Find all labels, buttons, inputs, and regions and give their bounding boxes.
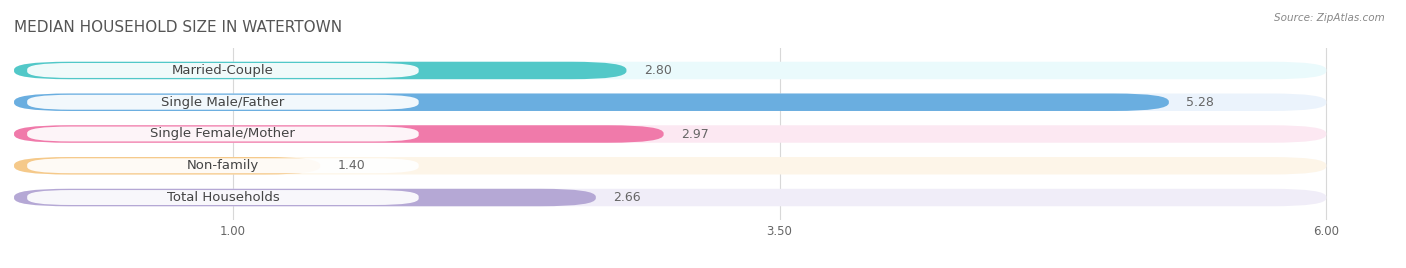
Text: 5.28: 5.28 bbox=[1187, 96, 1215, 109]
Text: 2.80: 2.80 bbox=[644, 64, 672, 77]
Text: Source: ZipAtlas.com: Source: ZipAtlas.com bbox=[1274, 13, 1385, 23]
Text: Single Female/Mother: Single Female/Mother bbox=[150, 128, 295, 140]
FancyBboxPatch shape bbox=[27, 63, 419, 78]
FancyBboxPatch shape bbox=[14, 125, 664, 143]
FancyBboxPatch shape bbox=[14, 189, 596, 206]
Text: Married-Couple: Married-Couple bbox=[172, 64, 274, 77]
Text: Non-family: Non-family bbox=[187, 159, 259, 172]
FancyBboxPatch shape bbox=[14, 157, 1326, 174]
Text: 2.66: 2.66 bbox=[613, 191, 641, 204]
FancyBboxPatch shape bbox=[27, 95, 419, 110]
FancyBboxPatch shape bbox=[14, 157, 321, 174]
FancyBboxPatch shape bbox=[14, 62, 1326, 79]
FancyBboxPatch shape bbox=[27, 190, 419, 205]
Text: Single Male/Father: Single Male/Father bbox=[162, 96, 284, 109]
FancyBboxPatch shape bbox=[27, 158, 419, 173]
Text: 2.97: 2.97 bbox=[681, 128, 709, 140]
FancyBboxPatch shape bbox=[14, 125, 1326, 143]
FancyBboxPatch shape bbox=[14, 94, 1168, 111]
Text: 1.40: 1.40 bbox=[337, 159, 366, 172]
FancyBboxPatch shape bbox=[27, 126, 419, 142]
FancyBboxPatch shape bbox=[14, 189, 1326, 206]
Text: MEDIAN HOUSEHOLD SIZE IN WATERTOWN: MEDIAN HOUSEHOLD SIZE IN WATERTOWN bbox=[14, 20, 342, 35]
FancyBboxPatch shape bbox=[14, 94, 1326, 111]
FancyBboxPatch shape bbox=[14, 62, 627, 79]
Text: Total Households: Total Households bbox=[166, 191, 280, 204]
